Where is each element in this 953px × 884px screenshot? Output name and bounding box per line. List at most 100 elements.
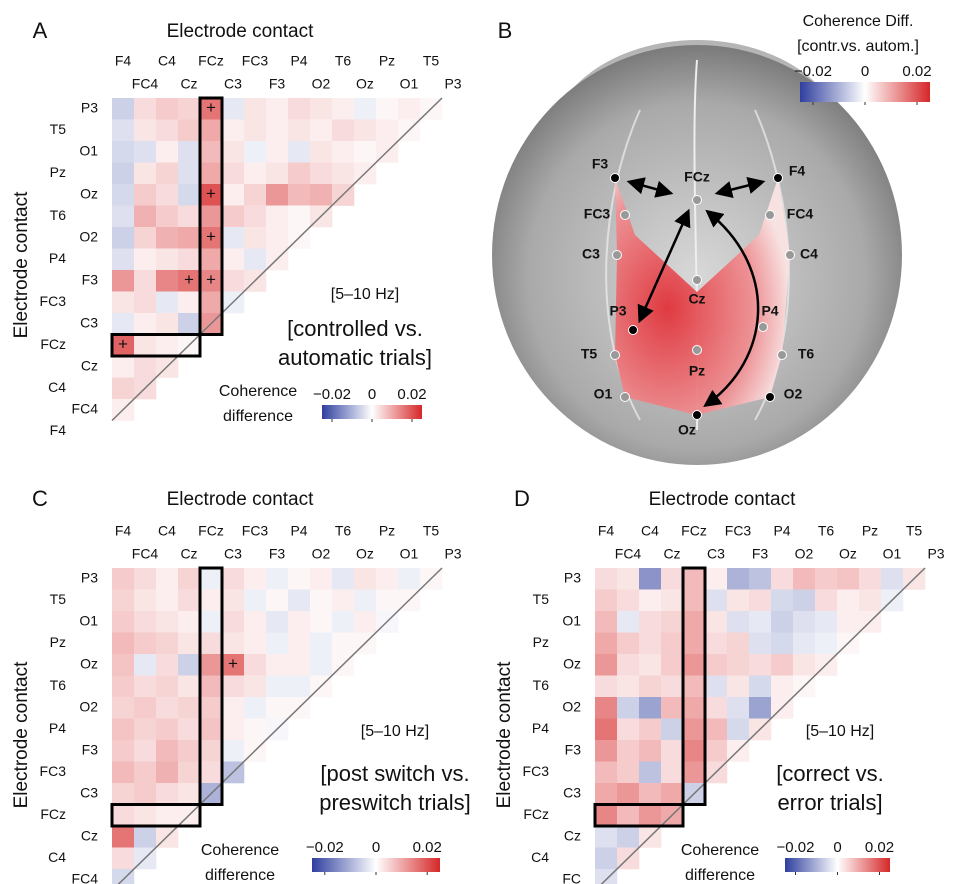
heatmap-cell bbox=[661, 676, 683, 698]
row-label: O2 bbox=[562, 698, 581, 714]
heatmap-cell bbox=[266, 590, 288, 612]
electrode-label: T6 bbox=[798, 346, 815, 362]
comparison-note: error trials] bbox=[777, 790, 882, 815]
x-axis-title: Electrode contact bbox=[649, 489, 797, 510]
heatmap-cell bbox=[727, 590, 749, 612]
heatmap-cell bbox=[266, 206, 288, 228]
heatmap-cell bbox=[244, 611, 266, 633]
heatmap-cell bbox=[617, 719, 639, 741]
electrode bbox=[621, 211, 630, 220]
heatmap-cell bbox=[156, 676, 178, 698]
heatmap-cell bbox=[310, 184, 332, 206]
heatmap-cell bbox=[288, 611, 310, 633]
heatmap-cell bbox=[222, 249, 244, 271]
heatmap-cell bbox=[134, 120, 156, 142]
heatmap-cell bbox=[156, 719, 178, 741]
row-label: O1 bbox=[562, 612, 581, 628]
significance-marker: + bbox=[206, 270, 216, 289]
electrode bbox=[766, 211, 775, 220]
heatmap-cell bbox=[793, 654, 815, 676]
heatmap-cell bbox=[222, 697, 244, 719]
heatmap-cell bbox=[266, 568, 288, 590]
column-label: P4 bbox=[290, 53, 307, 69]
heatmap-cell bbox=[617, 590, 639, 612]
heatmap-cell bbox=[134, 762, 156, 784]
significance-marker: + bbox=[228, 654, 238, 673]
heatmap-cell bbox=[244, 633, 266, 655]
heatmap-cell bbox=[156, 270, 178, 292]
colorbar-tick-label: 0.02 bbox=[397, 386, 426, 403]
heatmap-cell bbox=[771, 590, 793, 612]
heatmap-cell bbox=[134, 184, 156, 206]
heatmap-cell bbox=[617, 676, 639, 698]
column-label: O1 bbox=[400, 546, 419, 562]
heatmap-cell bbox=[727, 654, 749, 676]
panel-label: B bbox=[498, 18, 513, 43]
head bbox=[492, 40, 902, 465]
column-label: Oz bbox=[356, 76, 374, 92]
colorbar-tick-label: −0.02 bbox=[777, 839, 815, 856]
heatmap-cell bbox=[793, 590, 815, 612]
heatmap-cell bbox=[134, 227, 156, 249]
heatmap-cell bbox=[156, 249, 178, 271]
column-label: F4 bbox=[115, 53, 132, 69]
heatmap-cell bbox=[112, 654, 134, 676]
electrode bbox=[693, 196, 702, 205]
heatmap-cell bbox=[617, 633, 639, 655]
y-axis-title: Electrode contact bbox=[11, 191, 32, 339]
heatmap-cell bbox=[705, 568, 727, 590]
electrode bbox=[786, 251, 795, 260]
row-label: Cz bbox=[81, 357, 98, 373]
heatmap-cell bbox=[595, 762, 617, 784]
heatmap-cell bbox=[727, 611, 749, 633]
heatmap-cell bbox=[266, 633, 288, 655]
heatmap-cell bbox=[683, 611, 705, 633]
heatmap-cell bbox=[134, 313, 156, 335]
column-label: F4 bbox=[115, 523, 132, 539]
significance-marker: + bbox=[206, 184, 216, 203]
heatmap-cell bbox=[112, 249, 134, 271]
heatmap-cell bbox=[881, 568, 903, 590]
significance-marker: + bbox=[206, 98, 216, 117]
row-label: P4 bbox=[532, 720, 549, 736]
column-label: C4 bbox=[158, 53, 176, 69]
column-label: Pz bbox=[379, 53, 395, 69]
electrode bbox=[693, 411, 702, 420]
panel-label: A bbox=[33, 18, 48, 43]
heatmap-cell bbox=[661, 590, 683, 612]
heatmap-cell bbox=[156, 313, 178, 335]
heatmap-cell bbox=[398, 568, 420, 590]
heatmap-cell bbox=[683, 568, 705, 590]
heatmap-cell bbox=[595, 568, 617, 590]
heatmap-cell bbox=[639, 740, 661, 762]
electrode bbox=[759, 323, 768, 332]
heatmap-cell bbox=[617, 740, 639, 762]
electrode-label: FCz bbox=[684, 169, 710, 185]
electrode-label: T5 bbox=[581, 346, 598, 362]
row-label: O2 bbox=[79, 698, 98, 714]
heatmap-cell bbox=[200, 120, 222, 142]
column-label: O2 bbox=[312, 546, 331, 562]
row-label: O1 bbox=[79, 612, 98, 628]
column-label: O2 bbox=[312, 76, 331, 92]
heatmap-cell bbox=[244, 676, 266, 698]
heatmap-cell bbox=[771, 676, 793, 698]
column-label: FCz bbox=[681, 523, 707, 539]
colorbar-tick-label: 0 bbox=[833, 839, 841, 856]
heatmap-cell bbox=[112, 719, 134, 741]
row-label: C3 bbox=[80, 314, 98, 330]
electrode bbox=[611, 174, 620, 183]
colorbar-tick-label: −0.02 bbox=[794, 63, 832, 80]
heatmap-cell bbox=[683, 719, 705, 741]
heatmap-cell bbox=[310, 633, 332, 655]
heatmap-cell bbox=[134, 356, 156, 378]
heatmap-cell bbox=[705, 719, 727, 741]
frequency-band: [5–10 Hz] bbox=[806, 723, 874, 740]
column-label: C3 bbox=[224, 76, 242, 92]
electrode bbox=[693, 346, 702, 355]
heatmap-cell bbox=[156, 206, 178, 228]
heatmap-cell bbox=[178, 783, 200, 805]
heatmap-cell bbox=[156, 163, 178, 185]
heatmap-cell bbox=[200, 206, 222, 228]
column-label: C3 bbox=[707, 546, 725, 562]
